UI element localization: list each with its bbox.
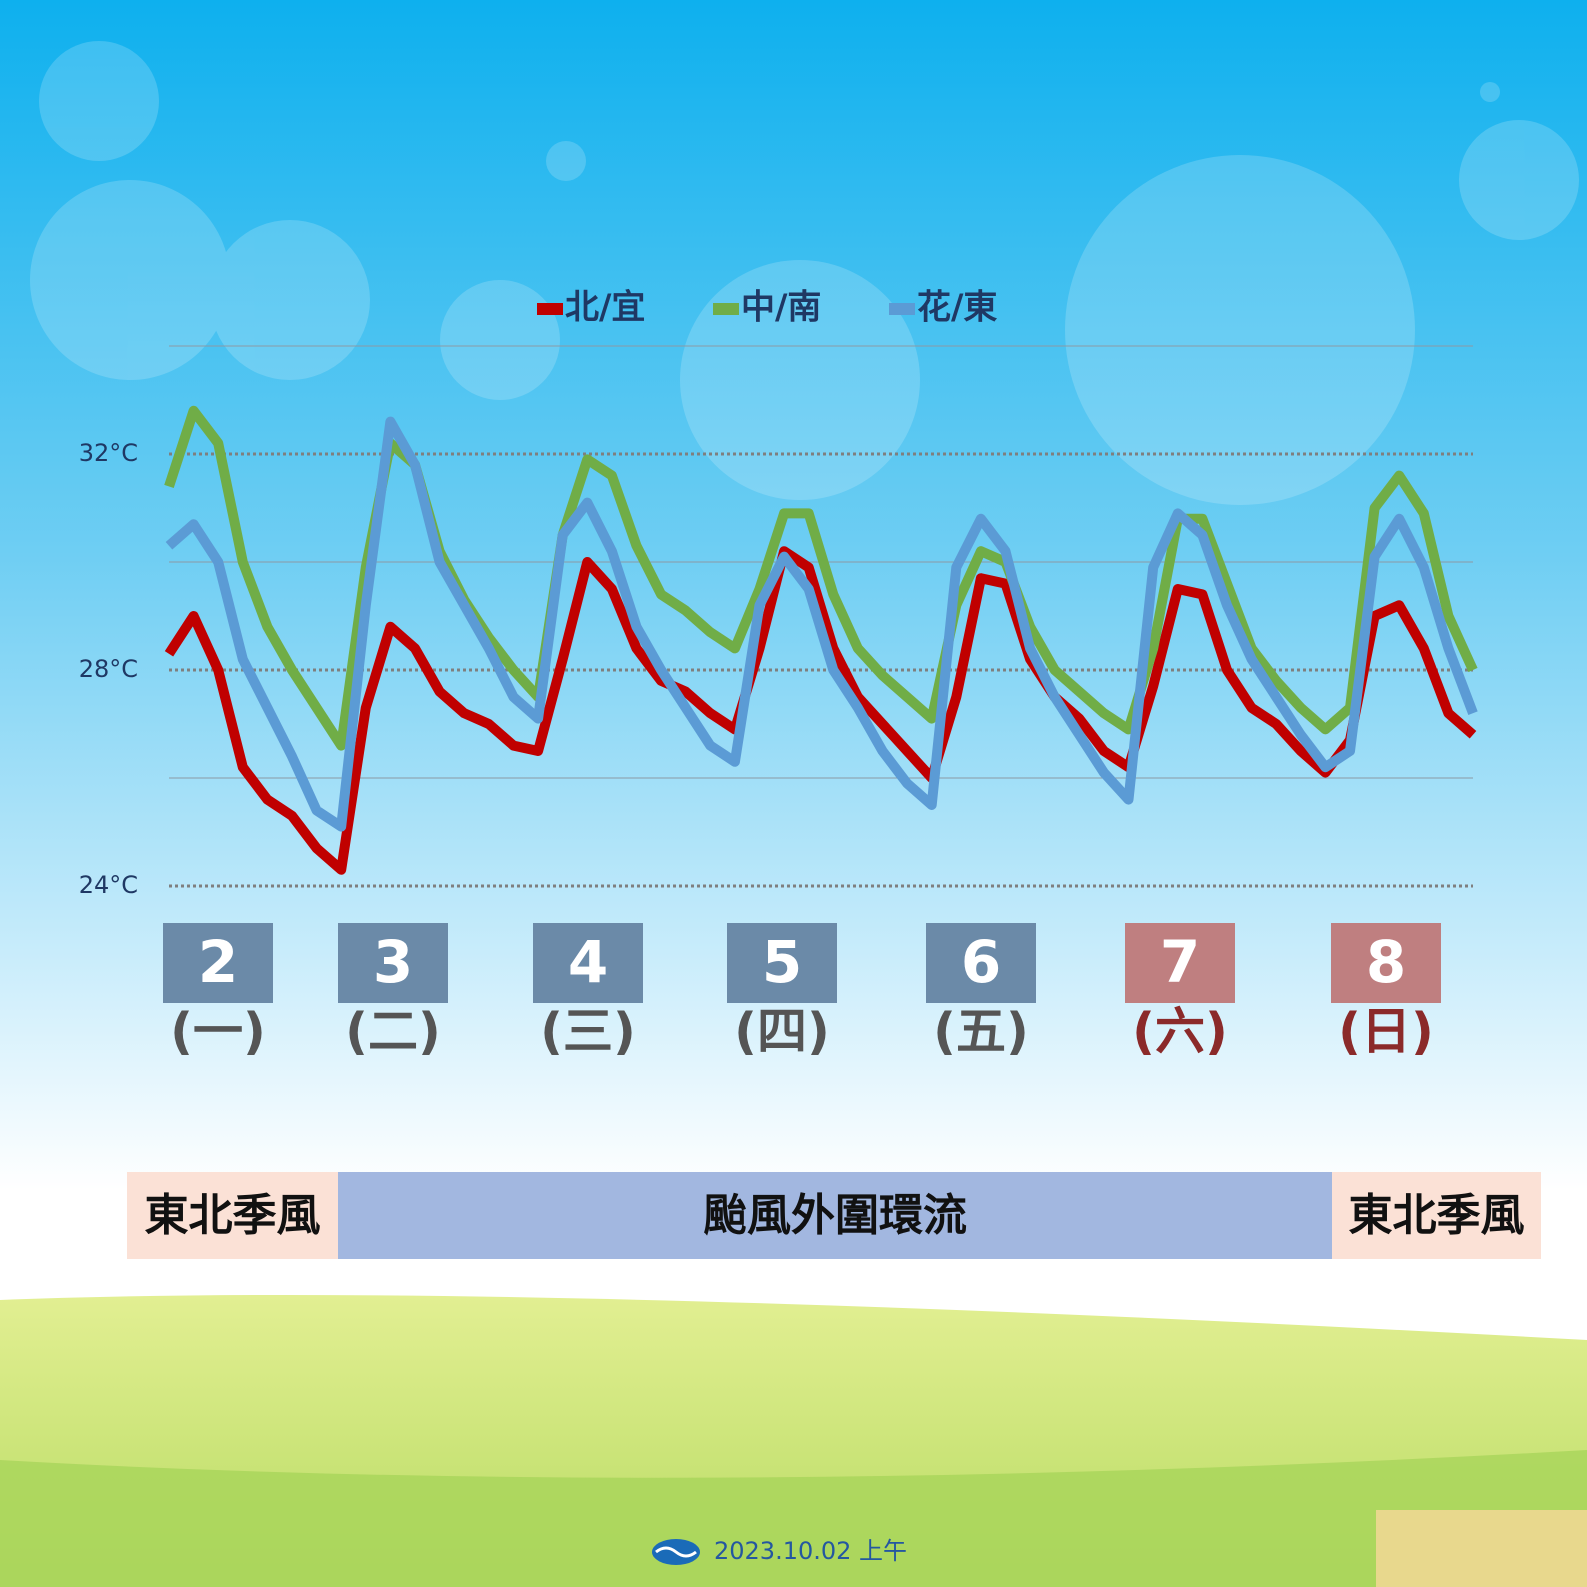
day-date: 6	[961, 928, 1001, 996]
y-tick-label: 28°C	[79, 655, 138, 683]
ground-front	[0, 1450, 1587, 1587]
legend-swatch	[889, 303, 915, 315]
day-box	[338, 923, 448, 1003]
legend-label: 花/東	[917, 288, 997, 328]
day-box	[1125, 923, 1235, 1003]
day-box	[1331, 923, 1441, 1003]
y-tick-label: 24°C	[79, 871, 138, 899]
day-date: 2	[198, 928, 238, 996]
legend-swatch	[537, 303, 563, 315]
day-date: 7	[1160, 928, 1200, 996]
footer-date: 2023.10.02 上午	[714, 1537, 907, 1565]
period-band	[1332, 1172, 1541, 1259]
day-weekday: (一)	[170, 1003, 266, 1061]
legend-label: 中/南	[741, 288, 821, 328]
day-weekday: (六)	[1132, 1003, 1228, 1061]
legend-swatch	[713, 303, 739, 315]
series-line	[165, 416, 1478, 832]
period-label: 颱風外圍環流	[703, 1190, 967, 1241]
logo-wave	[655, 1546, 697, 1558]
corner-patch	[1376, 1510, 1587, 1587]
y-tick-label: 32°C	[79, 439, 138, 467]
day-date: 8	[1366, 928, 1406, 996]
period-label: 東北季風	[145, 1190, 321, 1241]
period-label: 東北季風	[1349, 1190, 1525, 1241]
day-date: 3	[373, 928, 413, 996]
legend-label: 北/宜	[565, 288, 645, 328]
day-box	[163, 923, 273, 1003]
day-weekday: (五)	[933, 1003, 1029, 1061]
day-weekday: (四)	[734, 1003, 830, 1061]
period-band	[127, 1172, 338, 1259]
day-weekday: (三)	[540, 1003, 636, 1061]
day-box	[926, 923, 1036, 1003]
footer: 2023.10.02 上午	[652, 1537, 907, 1565]
day-weekday: (日)	[1338, 1003, 1434, 1061]
day-box	[727, 923, 837, 1003]
series-line	[164, 546, 1477, 875]
clouds	[30, 41, 1579, 505]
day-date: 4	[568, 928, 608, 996]
day-date: 5	[762, 928, 802, 996]
day-weekday: (二)	[345, 1003, 441, 1061]
day-box	[533, 923, 643, 1003]
period-band	[338, 1172, 1332, 1259]
